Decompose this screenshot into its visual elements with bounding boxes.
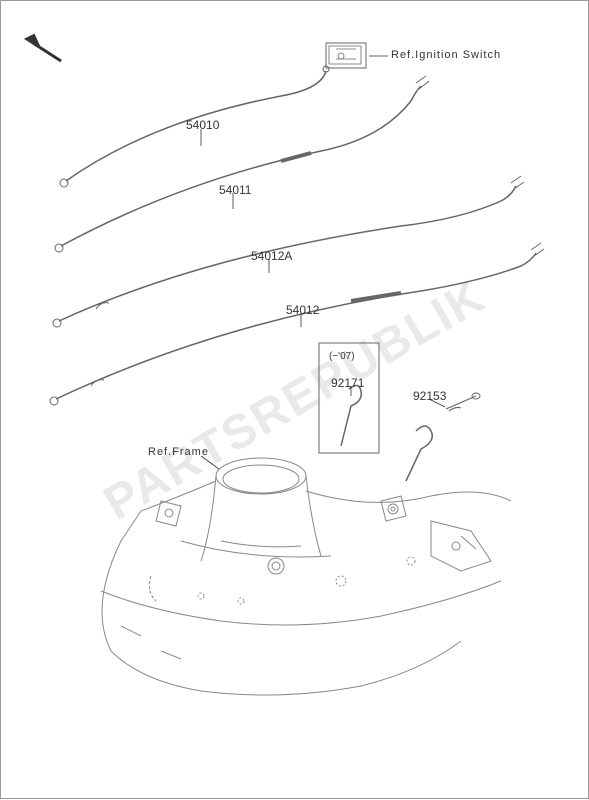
ignition-switch-icon	[326, 43, 366, 68]
label-note-07: (~'07)	[329, 351, 355, 362]
cable-54012	[50, 243, 544, 405]
label-54012a: 54012A	[251, 249, 292, 263]
direction-arrow-icon	[26, 35, 61, 61]
diagram-container: PARTSREPUBLIK	[0, 0, 589, 799]
frame-assembly	[101, 458, 511, 695]
frame-clamp	[406, 426, 432, 481]
label-ref-frame: Ref.Frame	[148, 446, 209, 458]
label-92171: 92171	[331, 376, 364, 390]
label-92153: 92153	[413, 389, 446, 403]
label-54011: 54011	[219, 183, 251, 197]
label-54010: 54010	[186, 118, 219, 132]
label-ref-ignition: Ref.Ignition Switch	[391, 49, 501, 61]
diagram-svg	[1, 1, 589, 800]
label-54012: 54012	[286, 303, 319, 317]
bolt-92153	[446, 393, 480, 411]
cable-54011	[55, 76, 429, 252]
